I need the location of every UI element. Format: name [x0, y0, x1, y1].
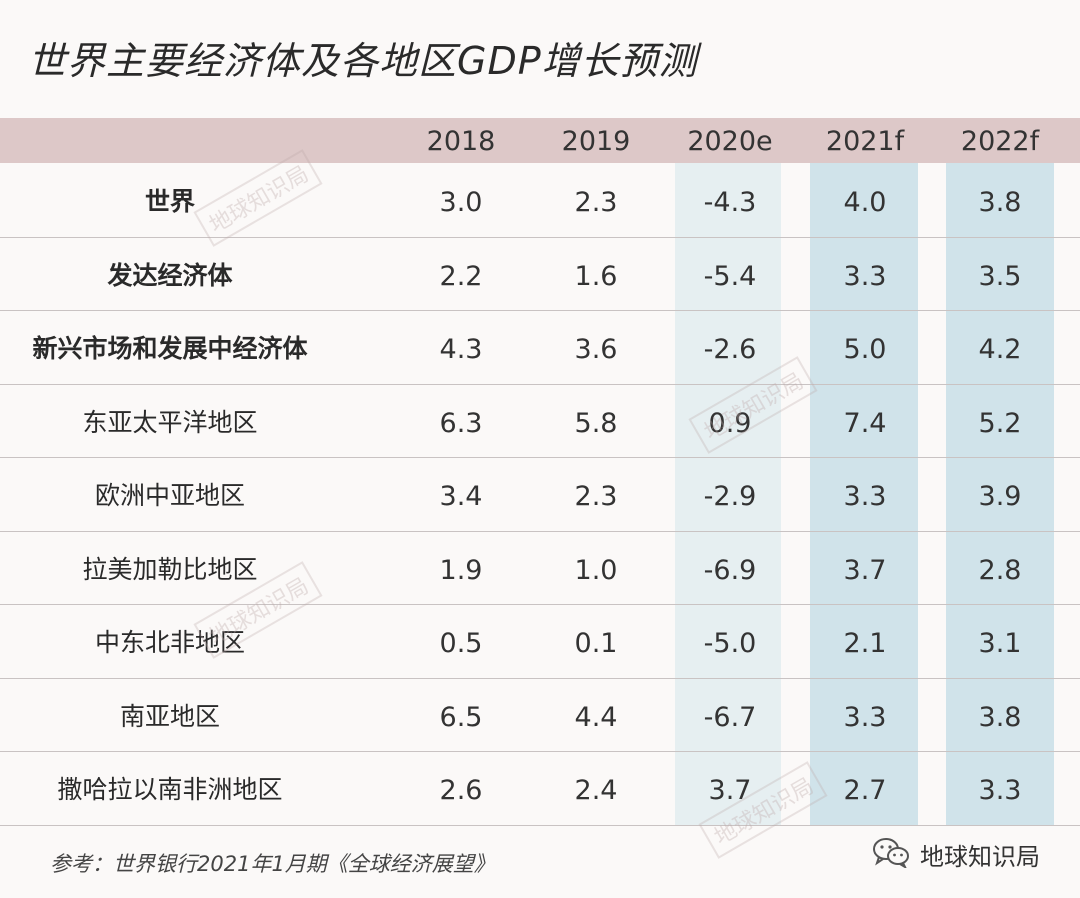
table-cell: 1.0: [574, 554, 618, 586]
row-label: 发达经济体: [107, 260, 233, 290]
row-divider: [0, 457, 1080, 458]
table-cell: 3.3: [843, 481, 887, 512]
row-label: 撒哈拉以南非洲地区: [57, 775, 283, 804]
table-cell: 3.1: [978, 628, 1022, 659]
table-cell: -6.7: [703, 701, 757, 733]
table-cell: 2.1: [843, 628, 887, 659]
header-band: [0, 118, 1080, 163]
chart-title: 世界主要经济体及各地区GDP增长预测: [28, 39, 698, 83]
table-cell: 3.3: [843, 701, 887, 733]
table-row: 发达经济体 2.2 1.6 -5.4 3.3 3.5: [0, 239, 1080, 312]
table-cell: -4.3: [703, 187, 757, 218]
table-cell: 6.5: [439, 701, 483, 733]
row-divider: [0, 751, 1080, 752]
column-header-2019: 2019: [561, 126, 631, 157]
row-divider: [0, 236, 1080, 238]
table-cell: -2.6: [703, 334, 757, 365]
table-cell: 2.6: [439, 775, 483, 806]
table-cell: 3.9: [978, 481, 1022, 512]
table-cell: -5.4: [703, 260, 757, 292]
row-label: 中东北非地区: [94, 628, 245, 657]
row-divider: [0, 604, 1080, 605]
table-row: 新兴市场和发展中经济体 4.3 3.6 -2.6 5.0 4.2: [0, 312, 1080, 385]
table-cell: 3.8: [978, 187, 1022, 218]
table-cell: 7.4: [843, 407, 887, 439]
column-header-2018: 2018: [426, 126, 496, 157]
table-cell: 3.7: [708, 775, 752, 806]
table-cell: 2.4: [574, 775, 618, 806]
table-cell: -6.9: [703, 554, 757, 586]
table-cell: 3.7: [843, 554, 887, 586]
table-cell: 2.2: [439, 260, 483, 292]
row-label: 欧洲中亚地区: [94, 481, 245, 510]
brand-logo: 地球知识局: [872, 834, 1040, 874]
table-row: 中东北非地区 0.5 0.1 -5.0 2.1 3.1: [0, 606, 1080, 679]
brand-name: 地球知识局: [920, 842, 1040, 871]
column-header-2020e: 2020e: [687, 126, 773, 157]
table-row: 拉美加勒比地区 1.9 1.0 -6.9 3.7 2.8: [0, 533, 1080, 606]
table-cell: 4.3: [439, 334, 483, 365]
column-band-2022f: [946, 163, 1054, 825]
row-divider: [0, 677, 1080, 679]
table-cell: 2.3: [574, 481, 618, 512]
table-cell: 3.0: [439, 187, 483, 218]
row-divider: [0, 824, 1080, 826]
table-cell: -2.9: [703, 481, 757, 512]
table-cell: 3.6: [574, 334, 618, 365]
table-cell: 1.9: [439, 554, 483, 586]
row-label: 世界: [144, 187, 195, 216]
table-cell: 5.0: [843, 334, 887, 365]
table-cell: 5.8: [574, 407, 618, 439]
table-cell: 3.4: [439, 481, 483, 512]
row-label: 南亚地区: [119, 701, 220, 731]
table-row: 东亚太平洋地区 6.3 5.8 0.9 7.4 5.2: [0, 386, 1080, 459]
table-row: 世界 3.0 2.3 -4.3 4.0 3.8: [0, 165, 1080, 238]
table-cell: 3.5: [978, 260, 1022, 292]
table-cell: 2.8: [978, 554, 1022, 586]
table-cell: 6.3: [439, 407, 483, 439]
column-band-2021f: [810, 163, 918, 825]
row-label: 新兴市场和发展中经济体: [32, 334, 308, 363]
table-row: 撒哈拉以南非洲地区 2.6 2.4 3.7 2.7 3.3: [0, 753, 1080, 826]
table-cell: 0.9: [708, 407, 752, 439]
wechat-icon: [872, 836, 910, 872]
table-cell: 2.3: [574, 187, 618, 218]
row-divider: [0, 383, 1080, 385]
table-cell: 3.3: [978, 775, 1022, 806]
row-divider: [0, 530, 1080, 532]
table-cell: 4.2: [978, 334, 1022, 365]
table-cell: 0.1: [574, 628, 618, 659]
row-divider: [0, 310, 1080, 311]
table-cell: 2.7: [843, 775, 887, 806]
table-cell: 1.6: [574, 260, 618, 292]
table-cell: 4.4: [574, 701, 618, 733]
table-row: 欧洲中亚地区 3.4 2.3 -2.9 3.3 3.9: [0, 459, 1080, 532]
table-cell: 3.3: [843, 260, 887, 292]
table-cell: 5.2: [978, 407, 1022, 439]
column-header-2022f: 2022f: [960, 126, 1040, 157]
table-cell: -5.0: [703, 628, 757, 659]
table-row: 南亚地区 6.5 4.4 -6.7 3.3 3.8: [0, 680, 1080, 753]
row-label: 东亚太平洋地区: [82, 407, 258, 437]
table-cell: 0.5: [439, 628, 483, 659]
column-header-2021f: 2021f: [825, 126, 905, 157]
table-cell: 4.0: [843, 187, 887, 218]
row-label: 拉美加勒比地区: [82, 554, 258, 584]
source-note: 参考：世界银行2021年1月期《全球经济展望》: [50, 852, 495, 876]
table-cell: 3.8: [978, 701, 1022, 733]
column-band-2020e: [675, 163, 781, 825]
